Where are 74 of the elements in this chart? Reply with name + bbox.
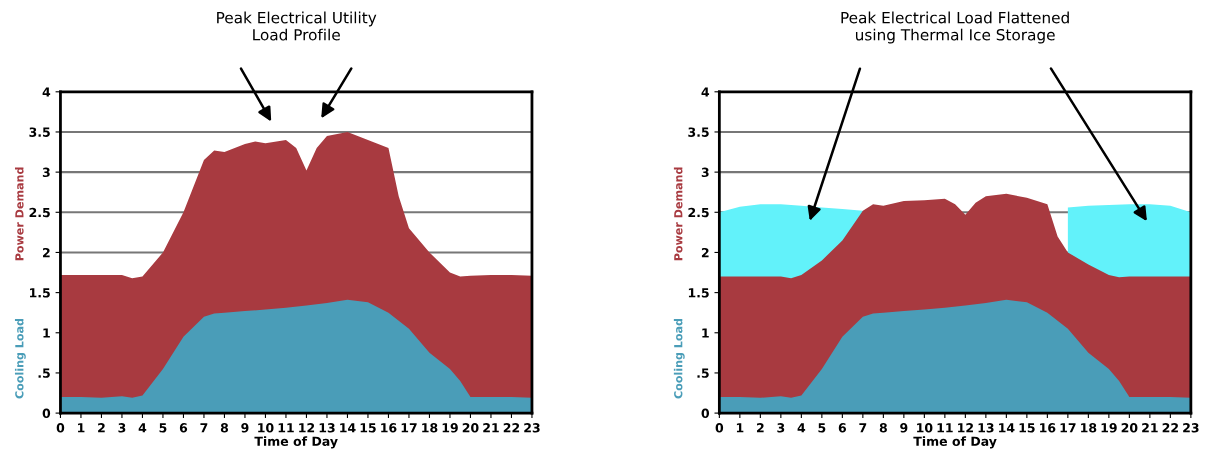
x-tick-label: 16 — [1040, 423, 1056, 433]
x-tick-label: 20 — [1121, 423, 1138, 433]
x-tick-label: 8 — [879, 423, 887, 433]
x-tick-label: 16 — [381, 423, 397, 433]
x-tick-label: 17 — [401, 423, 417, 433]
x-tick-label: 20 — [462, 423, 479, 433]
x-tick-label: 10 — [258, 423, 274, 433]
x-tick-label: 21 — [483, 423, 499, 433]
x-tick-label: 6 — [838, 423, 847, 433]
y-tick-label: 2.5 — [29, 207, 50, 218]
y-tick-label: .5 — [697, 368, 709, 378]
x-tick-label: 23 — [524, 423, 540, 433]
text: Power Demand — [673, 167, 683, 261]
y-tick-label: 1 — [43, 328, 50, 338]
x-tick-label: 15 — [360, 423, 376, 433]
x-tick-label: 3 — [118, 423, 126, 433]
x-tick-label: 4 — [138, 423, 147, 433]
y-tick-label: 3 — [42, 167, 50, 178]
x-tick-label: 3 — [777, 423, 785, 433]
x-tick-label: 14 — [999, 423, 1015, 433]
x-tick-label: 8 — [220, 423, 229, 433]
x-tick-label: 1 — [78, 423, 85, 433]
text: Peak Electrical Utility Load Profile — [217, 11, 377, 41]
y-tick-label: 1.5 — [30, 288, 50, 298]
x-tick-label: 4 — [797, 423, 806, 433]
y-tick-label: 0 — [701, 408, 710, 419]
x-tick-label: 6 — [179, 423, 188, 433]
x-axis-title: Time of Day — [913, 436, 997, 449]
text: Power Demand — [14, 167, 24, 261]
x-tick-label: 13 — [978, 423, 994, 433]
x-tick-label: 2 — [757, 423, 764, 433]
x-tick-label: 10 — [917, 423, 933, 433]
x-tick-label: 12 — [958, 423, 973, 433]
x-tick-label: 5 — [818, 423, 826, 433]
x-tick-label: 13 — [319, 423, 335, 433]
x-axis-title: Time of Day — [254, 436, 338, 449]
text: Cooling Load — [673, 318, 685, 399]
x-tick-label: 0 — [56, 423, 65, 433]
x-tick-label: 19 — [442, 423, 458, 433]
x-tick-label: 22 — [1162, 423, 1178, 433]
x-tick-label: 9 — [900, 423, 908, 433]
y-tick-label: 0 — [42, 408, 51, 419]
x-tick-label: 11 — [278, 423, 294, 433]
x-tick-label: 22 — [503, 423, 520, 433]
y-tick-label: 4 — [42, 87, 51, 97]
y-tick-label: 3.5 — [29, 127, 50, 137]
text: Cooling Load — [14, 318, 26, 399]
y-tick-label: 1.5 — [688, 288, 709, 298]
x-tick-label: 23 — [1183, 423, 1199, 433]
x-tick-label: 7 — [200, 423, 208, 433]
text: Peak Electrical Load Flattened using Thermal Ice Storage — [841, 11, 1069, 44]
x-tick-label: 1 — [736, 423, 744, 433]
x-tick-label: 5 — [159, 423, 167, 433]
x-tick-label: 21 — [1142, 423, 1158, 433]
x-tick-label: 14 — [340, 423, 356, 433]
x-tick-label: 18 — [1081, 423, 1097, 433]
x-tick-label: 12 — [299, 423, 315, 433]
x-tick-label: 17 — [1060, 423, 1076, 433]
y-tick-label: 2.5 — [688, 207, 709, 218]
y-tick-label: 2 — [701, 247, 709, 258]
y-tick-label: 2 — [43, 247, 50, 258]
y-tick-label: 3.5 — [688, 127, 709, 137]
x-tick-label: 2 — [98, 423, 105, 433]
y-tick-label: 4 — [701, 87, 710, 97]
x-tick-label: 7 — [859, 423, 867, 433]
x-tick-label: 19 — [1101, 423, 1117, 433]
x-tick-label: 15 — [1019, 423, 1035, 433]
x-tick-label: 9 — [241, 423, 249, 433]
x-tick-label: 0 — [715, 423, 724, 433]
y-tick-label: .5 — [38, 368, 50, 378]
x-tick-label: 18 — [422, 423, 438, 433]
x-tick-label: 11 — [937, 423, 953, 433]
y-tick-label: 3 — [701, 167, 709, 178]
y-tick-label: 1 — [702, 328, 709, 338]
